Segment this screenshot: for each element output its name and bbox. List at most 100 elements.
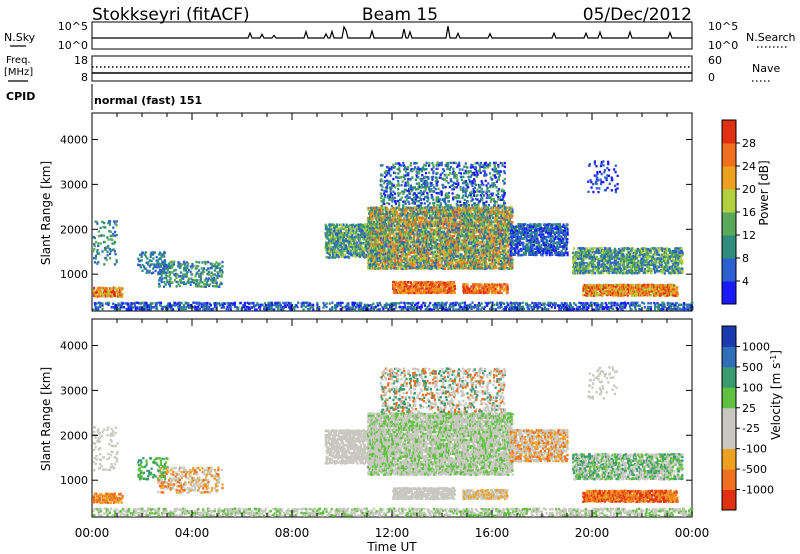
data-cell [187,302,190,305]
data-cell [431,219,434,222]
data-cell [112,232,115,236]
data-cell [353,303,356,307]
data-cell [457,257,460,260]
data-cell [408,248,411,252]
data-cell [476,226,479,230]
data-cell [476,259,479,262]
data-cell [444,214,447,217]
data-cell [417,301,420,304]
data-cell [464,306,467,309]
data-cell [389,304,392,307]
data-cell [413,255,416,258]
data-cell [641,301,644,304]
data-cell [203,282,206,286]
data-cell [364,248,367,251]
data-cell [369,258,372,262]
data-cell [218,304,222,307]
data-cell [443,233,446,236]
data-cell [457,244,460,248]
data-cell [469,238,472,241]
data-cell [451,216,454,219]
data-cell [542,302,545,305]
data-cell [114,230,117,234]
data-cell [473,304,476,307]
data-cell [558,304,561,307]
data-cell [468,212,471,216]
data-cell [447,210,450,213]
data-cell [348,247,351,251]
data-cell [465,216,468,219]
data-cell [167,304,170,307]
data-cell [433,304,437,307]
data-cell [468,250,471,254]
data-cell [428,252,431,255]
data-cell [101,250,104,253]
data-cell [210,271,213,274]
data-cell [393,237,397,240]
data-cell [387,303,390,306]
data-cell [457,263,461,266]
data-cell [394,209,397,212]
data-cell [183,273,187,276]
data-cell [405,259,408,262]
data-cell [397,218,400,221]
data-cell [617,308,620,311]
data-cell [409,235,412,238]
data-cell [521,301,524,305]
data-cell [445,249,448,252]
data-cell [394,306,397,309]
data-cell [133,304,136,307]
data-cell [169,304,172,307]
data-cell [503,302,506,305]
data-cell [408,258,411,262]
data-cell [600,305,603,308]
data-cell [113,242,116,245]
data-cell [457,254,460,258]
data-cell [400,248,403,251]
data-cell [268,307,271,311]
data-cell [474,306,477,309]
data-cell [391,227,394,230]
data-cell [220,273,223,276]
data-cell [371,208,374,211]
data-cell [663,302,666,305]
data-cell [416,243,419,246]
data-cell [477,261,480,264]
data-cell [94,305,97,309]
data-cell [417,236,420,240]
data-cell [374,305,377,308]
data-cell [198,269,201,272]
data-cell [148,303,151,307]
data-cell [433,306,436,309]
data-cell [95,295,98,298]
data-cell [419,235,422,238]
data-cell [172,263,176,266]
data-cell [538,306,542,309]
data-cell [397,259,400,262]
data-cell [404,212,407,215]
data-cell [397,248,400,252]
data-cell [296,305,299,309]
data-cell [442,220,445,223]
data-cell [419,252,422,256]
data-cell [491,304,494,307]
data-cell [477,224,480,228]
data-cell [93,243,96,246]
data-cell [608,308,611,311]
data-cell [355,249,358,252]
data-cell [457,233,461,236]
data-cell [125,302,128,305]
data-cell [466,242,469,245]
data-cell [647,302,650,305]
data-cell [559,305,563,309]
data-cell [335,305,338,309]
data-cell [109,290,112,294]
data-cell [374,236,377,240]
data-cell [345,304,348,307]
data-cell [359,241,362,244]
data-cell [347,241,351,245]
data-cell [433,250,437,253]
data-cell [141,269,144,272]
data-cell [344,249,347,253]
data-cell [464,265,467,268]
